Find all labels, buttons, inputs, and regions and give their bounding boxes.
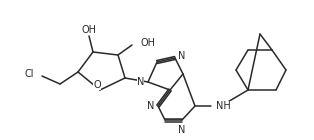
- Text: Cl: Cl: [24, 69, 34, 79]
- Text: OH: OH: [82, 25, 96, 35]
- Text: NH: NH: [216, 101, 231, 111]
- Text: OH: OH: [140, 38, 155, 48]
- Text: N: N: [137, 77, 144, 87]
- Text: N: N: [147, 101, 154, 111]
- Text: O: O: [93, 80, 101, 90]
- Text: N: N: [178, 125, 186, 135]
- Text: N: N: [178, 51, 185, 61]
